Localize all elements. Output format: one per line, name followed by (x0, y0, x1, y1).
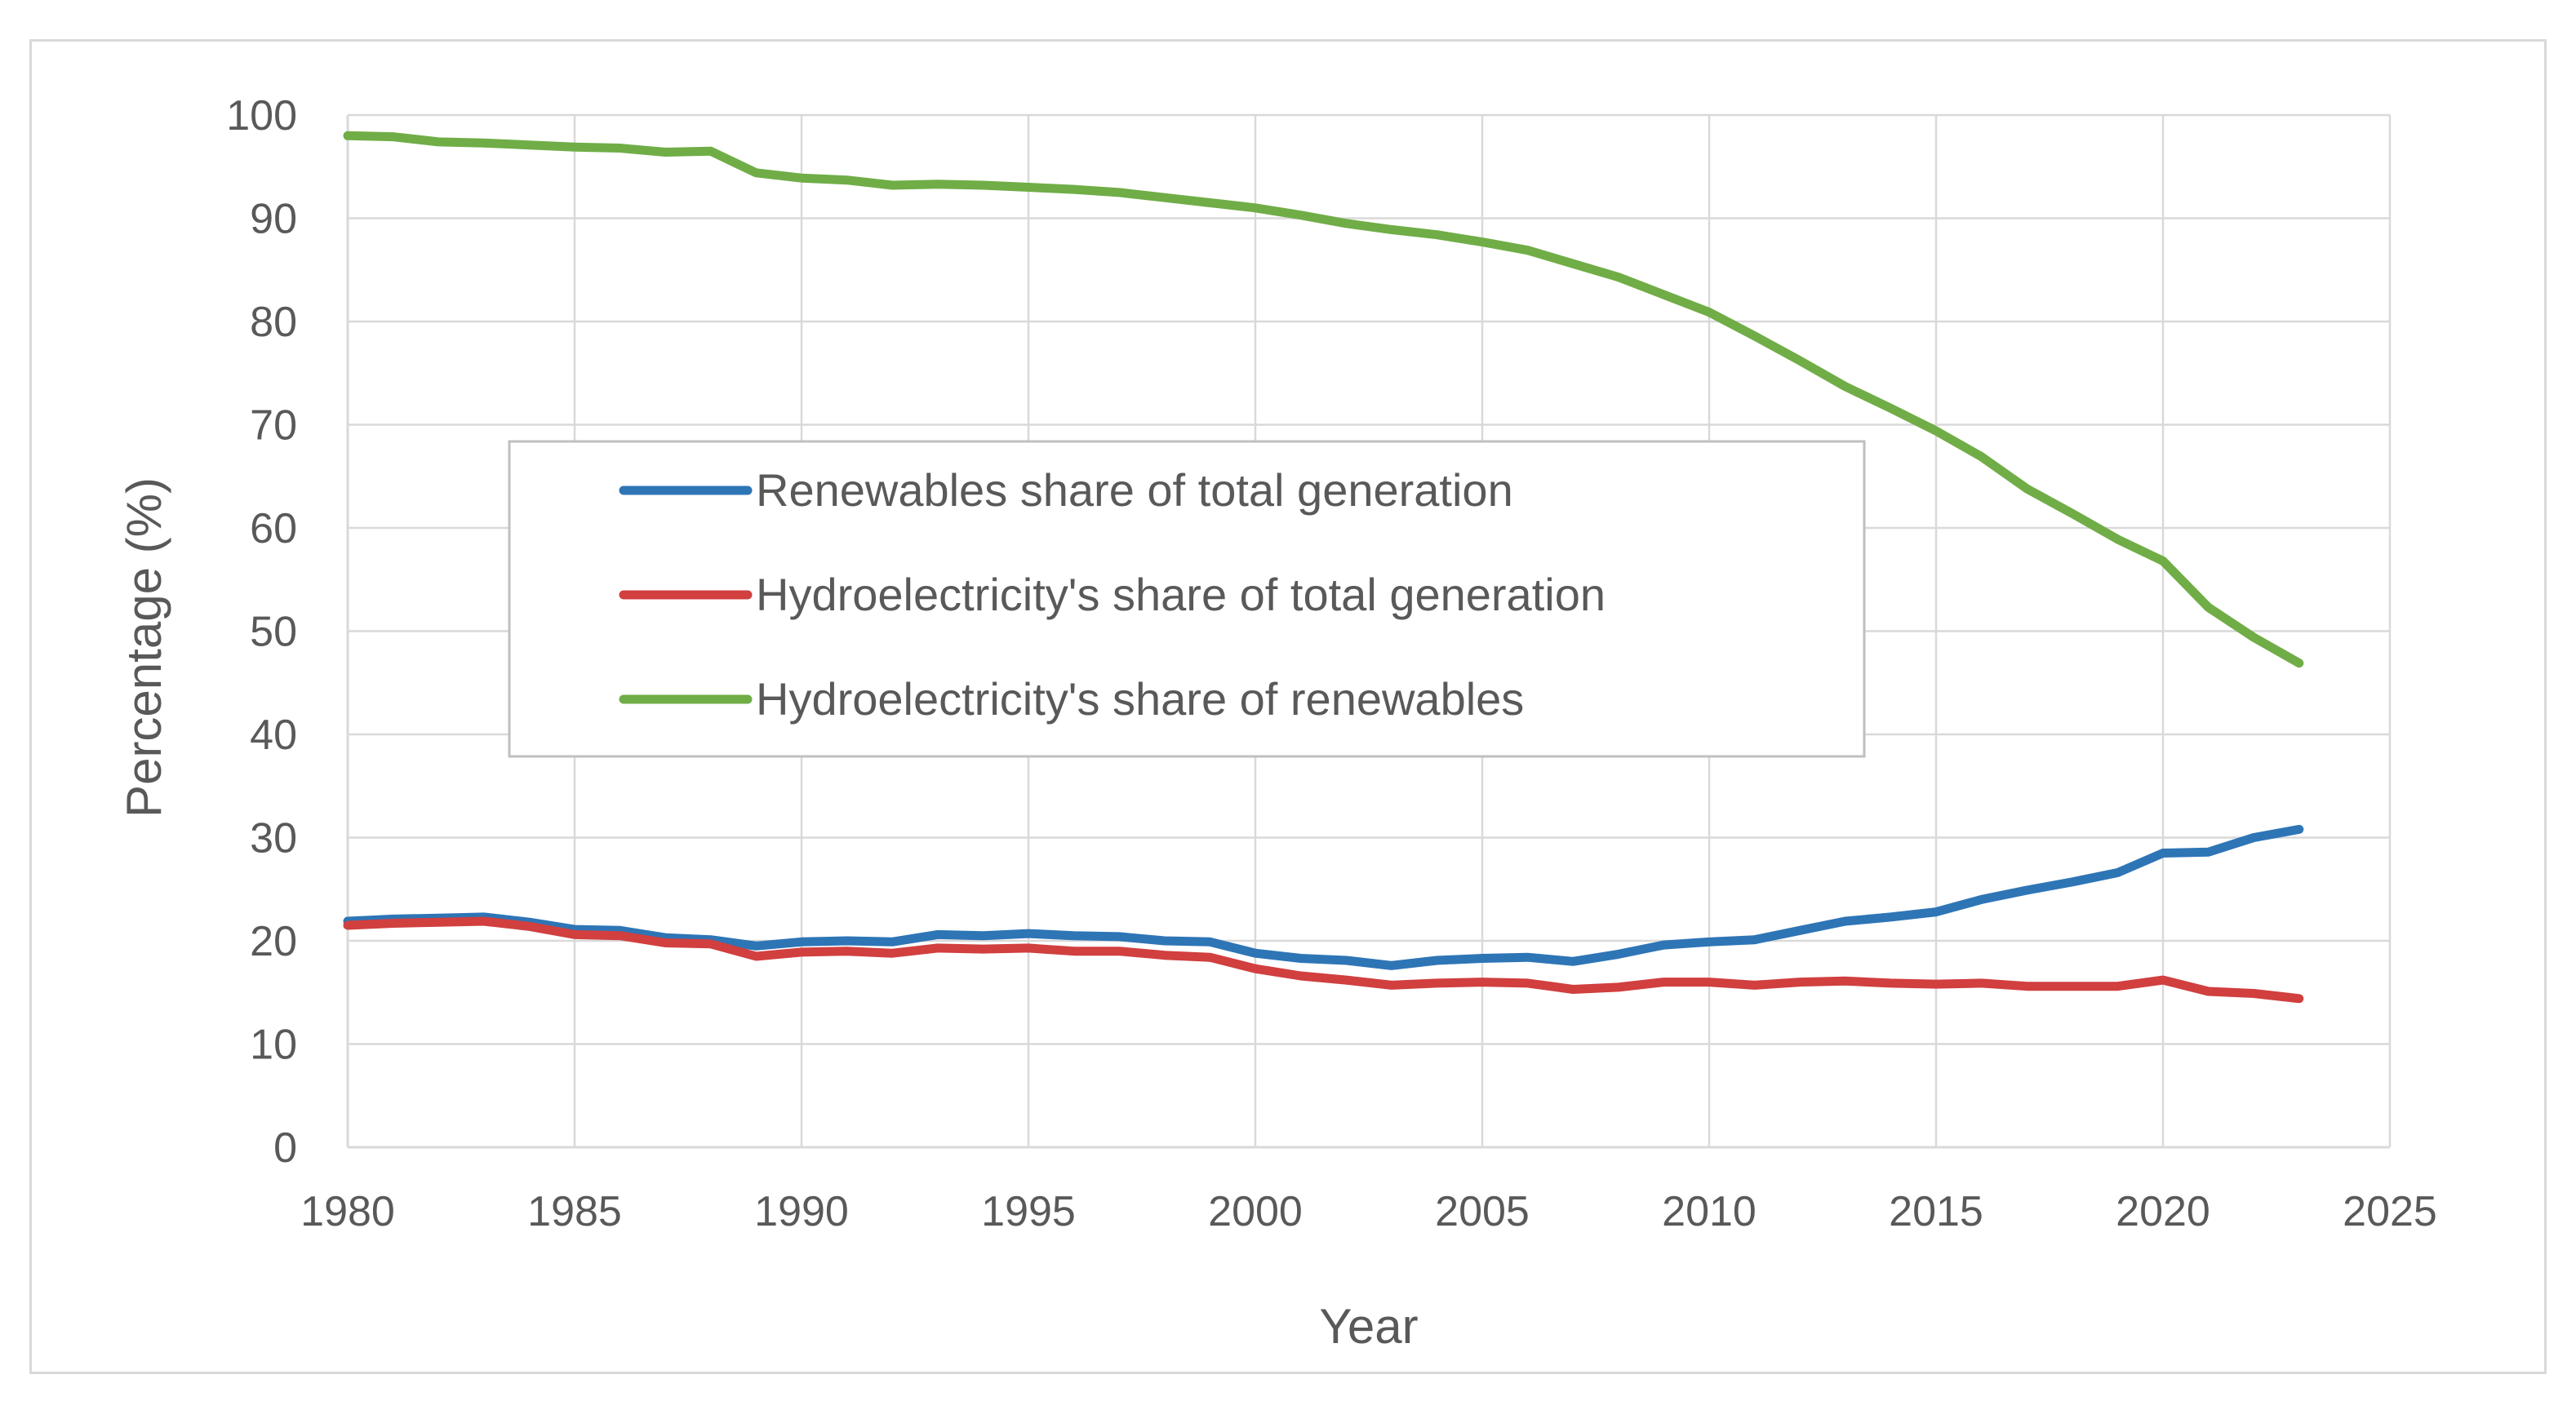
legend: Renewables share of total generation Hydr… (508, 440, 1866, 758)
x-tick-label: 1990 (754, 1188, 849, 1235)
series-lines (343, 131, 2304, 1004)
x-tick-label: 2000 (1208, 1188, 1303, 1235)
legend-label: Hydroelectricity's share of renewables (756, 673, 1524, 725)
chart-frame: 0 10 20 30 40 50 60 70 80 90 100 1980 1985 1990 1995 20… (29, 39, 2547, 1374)
y-tick-label: 50 (250, 609, 297, 656)
x-tick-label: 1980 (300, 1188, 395, 1235)
x-tick-label: 2015 (1889, 1188, 1983, 1235)
y-tick-label: 20 (250, 918, 297, 965)
series-line-hydro-share-renewables (343, 131, 2304, 668)
y-tick-label: 70 (250, 402, 297, 450)
series-line-renewables-share (343, 824, 2304, 970)
legend-label: Hydroelectricity's share of total genera… (756, 569, 1606, 620)
y-axis-title: Percentage (%) (117, 477, 171, 818)
x-tick-label: 1985 (527, 1188, 622, 1235)
y-tick-label: 0 (273, 1124, 297, 1172)
x-tick-label: 2020 (2116, 1188, 2210, 1235)
y-tick-label: 80 (250, 299, 297, 346)
x-tick-label: 2005 (1435, 1188, 1530, 1235)
x-tick-label: 2025 (2343, 1188, 2437, 1235)
y-tick-label: 40 (250, 712, 297, 759)
y-tick-label: 30 (250, 815, 297, 862)
line-chart: 0 10 20 30 40 50 60 70 80 90 100 1980 1985 1990 1995 20… (117, 92, 2437, 1354)
x-tick-label: 1995 (981, 1188, 1076, 1235)
y-tick-label: 90 (250, 196, 297, 243)
y-tick-label: 10 (250, 1022, 297, 1069)
series-line-hydro-share-total (343, 916, 2304, 1004)
x-axis-title: Year (1319, 1299, 1418, 1354)
axes: 0 10 20 30 40 50 60 70 80 90 100 1980 1985 1990 1995 20… (226, 92, 2437, 1235)
x-tick-label: 2010 (1662, 1188, 1757, 1235)
y-tick-label: 60 (250, 505, 297, 552)
y-tick-label: 100 (226, 92, 297, 140)
legend-label: Renewables share of total generation (756, 464, 1513, 516)
